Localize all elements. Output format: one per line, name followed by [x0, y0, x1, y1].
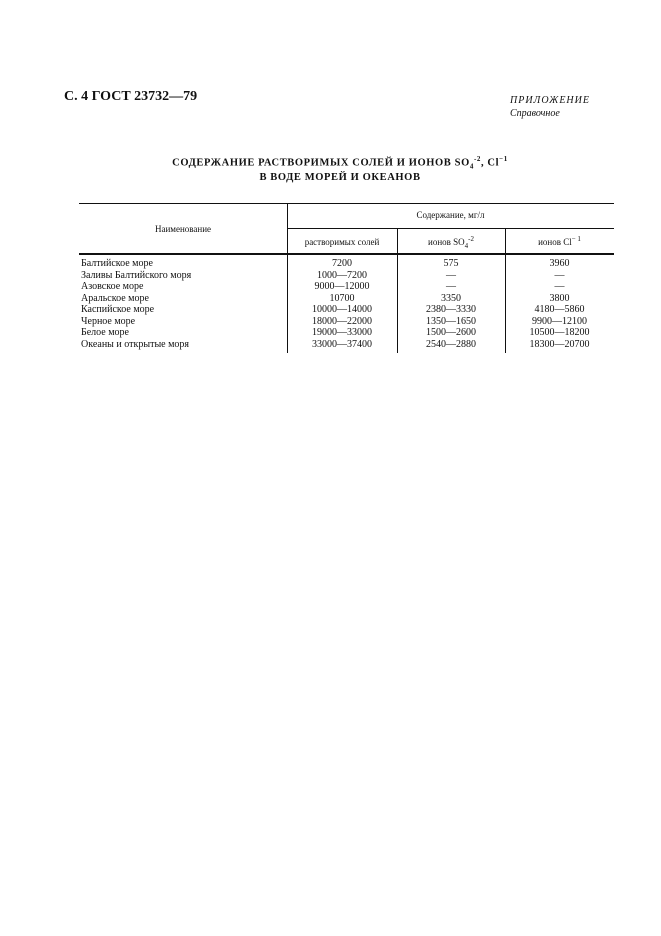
- cell-value: —: [554, 281, 565, 292]
- col-header-so4: ионов SO4-2: [428, 235, 474, 250]
- cell-value: 18000—22000: [312, 315, 372, 327]
- cell-value: 3350: [441, 292, 461, 304]
- cell-value: 1500—2600: [426, 327, 476, 338]
- col-header-cl: ионов Cl− 1: [538, 235, 581, 247]
- table-row: Белое море 19000—33000 1500—2600 10500—1820…: [79, 327, 614, 339]
- cell-value: 3960: [549, 258, 570, 269]
- row-name: Океаны и открытые моря: [81, 338, 190, 350]
- row-name: Черное море: [81, 315, 136, 327]
- row-name: Балтийское море: [81, 258, 153, 269]
- cell-value: 9900—12100: [532, 315, 587, 327]
- cell-value: 2540—2880: [426, 338, 476, 350]
- cell-value: 3800: [549, 292, 570, 304]
- table-row: Черное море 18000—22000 1350—1650 9900—1210…: [79, 316, 614, 328]
- row-name: Каспийское море: [81, 304, 155, 315]
- cell-value: 10000—14000: [312, 304, 372, 315]
- cell-value: 10500—18200: [529, 327, 590, 338]
- table-row: Каспийское море 10000—14000 2380—3330 4180—…: [79, 304, 614, 316]
- cell-value: 33000—37400: [312, 338, 372, 350]
- row-name: Заливы Балтийского моря: [81, 269, 192, 281]
- table-title: СОДЕРЖАНИЕ РАСТВОРИМЫХ СОЛЕЙ И ИОНОВ SO4…: [172, 155, 508, 171]
- cell-value: 7200: [332, 258, 352, 269]
- table-row: Балтийское море 7200 575 3960: [79, 258, 614, 270]
- row-name: Белое море: [81, 327, 129, 338]
- table-row: Океаны и открытые моря 33000—37400 2540—28…: [79, 339, 614, 351]
- cell-value: —: [554, 269, 565, 281]
- row-name: Аральское море: [81, 292, 149, 304]
- cell-value: 18300—20700: [529, 338, 590, 350]
- cell-value: 1000—7200: [317, 269, 367, 281]
- cell-value: —: [446, 269, 456, 281]
- col-group-header: Содержание, мг/л: [416, 210, 485, 220]
- cell-value: 10700: [329, 292, 355, 304]
- appendix-note: Справочное: [510, 108, 560, 119]
- cell-value: 575: [443, 258, 459, 269]
- table-title-line2: В ВОДЕ МОРЕЙ И ОКЕАНОВ: [259, 172, 421, 183]
- cell-value: 2380—3330: [426, 304, 476, 315]
- page-header: С. 4 ГОСТ 23732—79: [64, 89, 198, 104]
- cell-value: 19000—33000: [312, 327, 372, 338]
- cell-value: 4180—5860: [534, 304, 585, 315]
- cell-value: —: [446, 281, 456, 292]
- table-row: Азовское море 9000—12000 — —: [79, 281, 614, 293]
- appendix-label: ПРИЛОЖЕНИЕ: [510, 95, 590, 106]
- table-row: Аральское море 10700 3350 3800: [79, 293, 614, 305]
- col-header-salts: растворимых солей: [304, 237, 380, 247]
- cell-value: 1350—1650: [426, 315, 476, 327]
- row-name: Азовское море: [81, 281, 144, 292]
- col-header-name: Наименование: [154, 224, 212, 234]
- cell-value: 9000—12000: [314, 281, 370, 292]
- table-row: Заливы Балтийского моря 1000—7200 — —: [79, 270, 614, 282]
